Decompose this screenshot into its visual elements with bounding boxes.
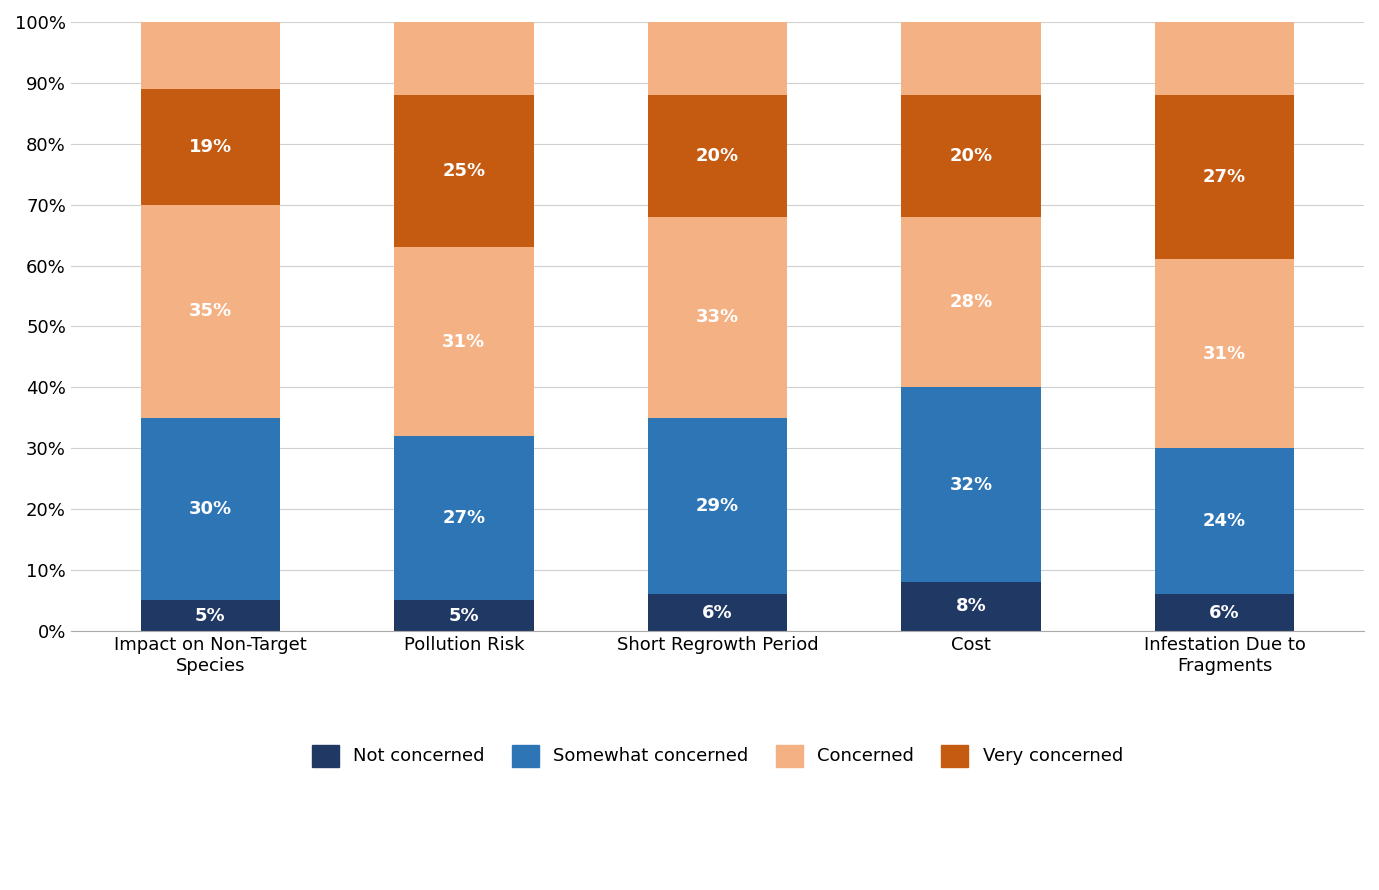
- Bar: [141, 601, 280, 631]
- Text: 30%: 30%: [189, 500, 232, 518]
- Bar: [141, 89, 280, 205]
- Bar: [394, 22, 534, 95]
- Text: 31%: 31%: [1202, 344, 1247, 363]
- Text: 6%: 6%: [1209, 603, 1240, 621]
- Bar: [141, 205, 280, 417]
- Bar: [902, 582, 1041, 631]
- Text: 28%: 28%: [949, 293, 993, 311]
- Text: 19%: 19%: [189, 138, 232, 156]
- Text: 27%: 27%: [443, 509, 485, 527]
- Text: 20%: 20%: [949, 147, 993, 165]
- Bar: [902, 387, 1041, 582]
- Bar: [394, 601, 534, 631]
- Bar: [1154, 22, 1295, 95]
- Bar: [394, 95, 534, 247]
- Text: 24%: 24%: [1202, 513, 1247, 530]
- Bar: [648, 22, 787, 95]
- Text: 5%: 5%: [448, 607, 479, 625]
- Bar: [902, 217, 1041, 387]
- Text: 33%: 33%: [696, 308, 739, 327]
- Text: 6%: 6%: [702, 603, 732, 621]
- Legend: Not concerned, Somewhat concerned, Concerned, Very concerned: Not concerned, Somewhat concerned, Conce…: [305, 737, 1131, 773]
- Bar: [648, 417, 787, 595]
- Bar: [648, 217, 787, 417]
- Text: 5%: 5%: [194, 607, 226, 625]
- Text: 25%: 25%: [443, 162, 485, 180]
- Bar: [1154, 95, 1295, 260]
- Bar: [902, 22, 1041, 95]
- Bar: [141, 417, 280, 601]
- Text: 20%: 20%: [696, 147, 739, 165]
- Bar: [141, 22, 280, 89]
- Bar: [648, 595, 787, 631]
- Bar: [394, 247, 534, 436]
- Bar: [394, 436, 534, 601]
- Text: 31%: 31%: [443, 333, 485, 351]
- Bar: [648, 95, 787, 217]
- Text: 29%: 29%: [696, 497, 739, 515]
- Text: 27%: 27%: [1202, 168, 1247, 186]
- Bar: [1154, 449, 1295, 595]
- Bar: [1154, 260, 1295, 449]
- Bar: [902, 95, 1041, 217]
- Text: 8%: 8%: [956, 597, 986, 616]
- Bar: [1154, 595, 1295, 631]
- Text: 35%: 35%: [189, 303, 232, 320]
- Text: 32%: 32%: [949, 476, 993, 494]
